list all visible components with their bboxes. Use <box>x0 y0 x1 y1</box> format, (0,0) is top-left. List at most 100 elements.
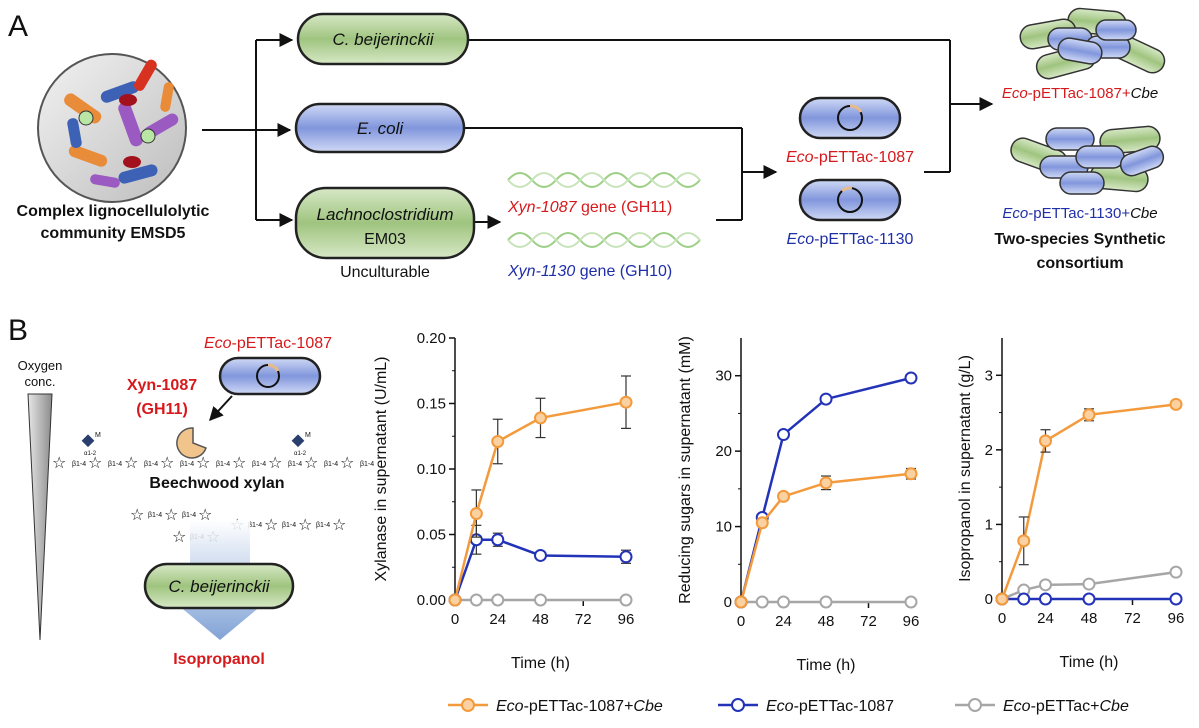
series-orange <box>995 397 1183 606</box>
y-tick-label: 3 <box>985 367 993 384</box>
y-tick-label: 30 <box>715 368 732 385</box>
svg-text:☆: ☆ <box>298 517 312 534</box>
x-tick-label: 48 <box>1081 610 1098 627</box>
series-gray <box>448 593 633 607</box>
data-point <box>491 533 505 547</box>
ecoli-label: E. coli <box>357 119 405 138</box>
ecoli-cell <box>294 102 466 154</box>
community-label-line2: community EMSD5 <box>41 225 186 242</box>
gene1-dna-icon <box>507 172 701 188</box>
data-point <box>904 467 918 481</box>
y-tick-label: 1 <box>985 516 993 533</box>
svg-text:☆: ☆ <box>88 455 102 472</box>
lachno-strain: EM03 <box>364 231 406 248</box>
x-tick-label: 96 <box>1168 610 1185 627</box>
svg-text:☆: ☆ <box>160 455 174 472</box>
svg-text:☆: ☆ <box>196 455 210 472</box>
data-point <box>1039 592 1052 606</box>
series-gray <box>995 565 1183 606</box>
y-tick-label: 0.05 <box>417 527 446 544</box>
x-tick-label: 24 <box>489 611 506 628</box>
data-point <box>619 395 633 409</box>
series-blue <box>995 592 1183 606</box>
x-tick-label: 72 <box>1124 610 1141 627</box>
panel-a-label: A <box>8 10 28 43</box>
chart-isopropanol: 0 1 2 3 0 24 48 72 96 Time (h) Isopropanol in supe… <box>957 338 1184 671</box>
svg-text:β1-4: β1-4 <box>72 461 86 468</box>
strain2-label: Eco-pETTac-1130 <box>787 231 914 248</box>
data-point <box>1017 592 1031 606</box>
data-point <box>1169 592 1183 606</box>
data-point <box>777 595 790 609</box>
svg-text:Eco-pETTac-1087: Eco-pETTac-1087 <box>766 698 894 715</box>
x-tick-label: 72 <box>860 613 877 630</box>
svg-text:☆: ☆ <box>340 455 354 472</box>
x-tick-label: 72 <box>575 611 592 628</box>
data-point <box>995 592 1009 606</box>
svg-text:β1-4: β1-4 <box>248 522 262 529</box>
b-cbe-cell <box>143 562 295 610</box>
data-point <box>904 371 918 385</box>
unculturable-label: Unculturable <box>340 264 430 281</box>
data-point <box>755 516 769 530</box>
y-tick-label: 10 <box>715 519 732 536</box>
data-point <box>619 593 633 607</box>
data-point <box>491 593 505 607</box>
svg-text:β1-4: β1-4 <box>180 461 194 468</box>
x-tick-label: 0 <box>998 610 1006 627</box>
gene2-label: Xyn-1130 gene (GH10) <box>507 263 672 280</box>
svg-text:☆: ☆ <box>52 455 66 472</box>
svg-text:α1-2: α1-2 <box>294 451 307 457</box>
data-point <box>469 593 483 607</box>
series-orange <box>734 467 918 609</box>
b-strain-label: Eco-pETTac-1087 <box>204 335 332 352</box>
x-tick-label: 96 <box>618 611 635 628</box>
svg-text:β1-4: β1-4 <box>360 461 374 468</box>
svg-text:☆: ☆ <box>124 455 138 472</box>
data-point <box>1082 577 1096 591</box>
legend-entry-3: Eco-pETTac+Cbe <box>955 698 1129 715</box>
consortium1-cluster <box>1019 7 1166 80</box>
x-tick-label: 96 <box>903 613 920 630</box>
svg-text:☆: ☆ <box>332 517 346 534</box>
data-point <box>534 411 547 425</box>
svg-text:☆: ☆ <box>164 507 178 524</box>
panel-b-label: B <box>8 314 28 347</box>
chart-xylanase: 0.00 0.05 0.10 0.15 0.20 0 24 48 72 96 Time (h) Xyl… <box>373 330 634 672</box>
data-point <box>1039 434 1052 448</box>
x-tick-label: 24 <box>775 613 792 630</box>
svg-text:☆: ☆ <box>264 517 278 534</box>
y-tick-label: 0.20 <box>417 330 446 347</box>
data-point <box>1082 408 1096 422</box>
x-tick-label: 48 <box>818 613 835 630</box>
data-point <box>819 476 833 490</box>
data-point <box>1082 592 1096 606</box>
data-point <box>734 595 748 609</box>
data-point <box>534 593 547 607</box>
strain1-label: Eco-pETTac-1087 <box>786 149 914 166</box>
y-axis-label: Reducing sugars in supernatant (mM) <box>677 336 694 604</box>
svg-text:β1-4: β1-4 <box>282 522 296 529</box>
b-cbe-label: C. beijerinckii <box>168 577 270 596</box>
svg-text:☆: ☆ <box>172 529 186 546</box>
svg-text:β1-4: β1-4 <box>144 461 158 468</box>
svg-text:β1-4: β1-4 <box>148 512 162 519</box>
enzyme-pacman-icon <box>176 427 207 459</box>
panel-b-schematic: B Oxygen conc. Eco-pETTac-1087 Xyn-1087 … <box>8 314 374 668</box>
data-point <box>491 434 505 448</box>
x-tick-label: 0 <box>451 611 459 628</box>
secretion-arrow <box>209 395 233 422</box>
data-point <box>755 595 769 609</box>
consortium2-label: Eco-pETTac-1130+Cbe <box>1002 205 1157 222</box>
y-tick-label: 0.15 <box>417 396 446 413</box>
gene2-dna-icon <box>507 232 701 248</box>
gene1-label: Xyn-1087 gene (GH11) <box>507 199 672 216</box>
legend-entry-2: Eco-pETTac-1087 <box>718 698 894 715</box>
b-strain-cell <box>218 356 322 396</box>
synthetic-label-line1: Two-species Synthetic <box>994 231 1165 248</box>
y-axis-label: Isopropanol in supernatant (g/L) <box>957 355 974 582</box>
svg-text:α1-2: α1-2 <box>84 451 97 457</box>
svg-text:β1-4: β1-4 <box>316 522 330 529</box>
svg-text:☆: ☆ <box>198 507 212 524</box>
